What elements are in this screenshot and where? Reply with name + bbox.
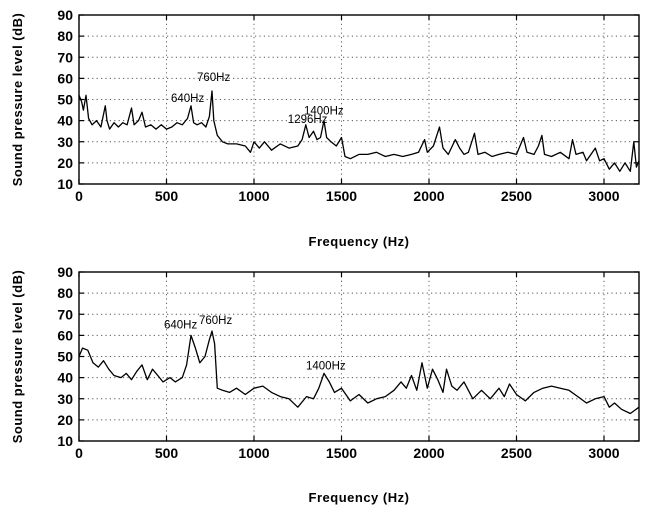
x-tick-label: 2500 (501, 188, 532, 204)
y-tick-label: 10 (57, 176, 73, 192)
peak-annotation: 1400Hz (304, 106, 344, 118)
y-tick-label: 70 (57, 49, 73, 65)
y-tick-label: 10 (57, 433, 73, 449)
peak-annotation: 640Hz (171, 93, 204, 105)
y-tick-label: 20 (57, 412, 73, 428)
y-tick-label: 20 (57, 155, 73, 171)
spectrum-line (78, 330, 640, 415)
x-tick-label: 1500 (326, 188, 357, 204)
peak-annotation: 760Hz (197, 72, 230, 84)
x-tick-label: 2000 (413, 445, 444, 461)
x-tick-label: 500 (155, 445, 179, 461)
y-tick-label: 70 (57, 306, 73, 322)
y-tick-label: 60 (57, 70, 73, 86)
y-tick-label: 60 (57, 327, 73, 343)
spectrum-line (78, 90, 640, 172)
y-tick-label: 30 (57, 391, 73, 407)
x-axis-title: Frequency (Hz) (309, 490, 410, 505)
y-tick-label: 40 (57, 370, 73, 386)
x-tick-label: 500 (155, 188, 179, 204)
x-tick-label: 1500 (326, 445, 357, 461)
peak-annotation: 1400Hz (306, 360, 346, 372)
x-tick-label: 0 (75, 445, 83, 461)
x-tick-label: 1000 (238, 445, 269, 461)
chart-top: 0 500 1000 1500 2000 2500 3000 10 20 30 40 50 60 70 80… (10, 7, 640, 249)
y-axis-title: Sound pressure level (dB) (10, 13, 25, 187)
y-tick-label: 80 (57, 28, 73, 44)
y-tick-label: 50 (57, 92, 73, 108)
x-tick-label: 3000 (588, 445, 619, 461)
chart-bottom: 0 500 1000 1500 2000 2500 3000 10 20 30 40 50 60 70 80… (10, 264, 640, 505)
x-tick-label: 1000 (238, 188, 269, 204)
x-tick-label: 2500 (501, 445, 532, 461)
y-tick-label: 50 (57, 349, 73, 365)
y-tick-label: 80 (57, 285, 73, 301)
y-tick-label: 30 (57, 134, 73, 150)
y-axis-title: Sound pressure level (dB) (10, 270, 25, 444)
y-tick-label: 90 (57, 264, 73, 280)
x-axis-title: Frequency (Hz) (309, 234, 410, 249)
peak-annotation: 760Hz (199, 315, 232, 327)
x-tick-label: 0 (75, 188, 83, 204)
y-tick-label: 40 (57, 113, 73, 129)
x-tick-label: 2000 (413, 188, 444, 204)
peak-annotation: 1296Hz (288, 114, 328, 126)
peak-annotation: 640Hz (164, 319, 197, 331)
x-tick-label: 3000 (588, 188, 619, 204)
y-tick-label: 90 (57, 7, 73, 23)
